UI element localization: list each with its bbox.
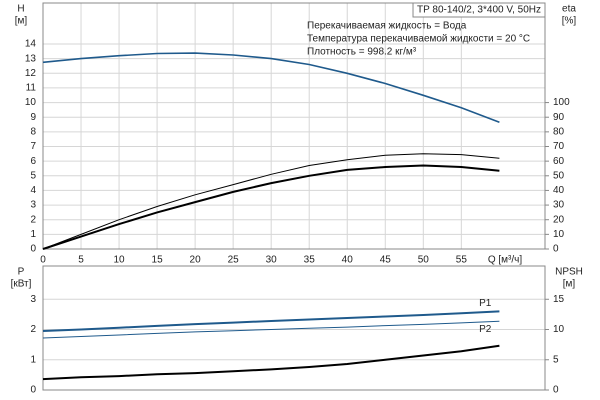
x-tick-label: 40 — [342, 255, 354, 266]
x-tick-label: 10 — [113, 255, 125, 266]
x-tick-label: 55 — [456, 255, 468, 266]
y2-axis-label: NPSH — [555, 267, 583, 278]
y-tick-label: 7 — [30, 141, 36, 152]
y-tick-label: 1 — [30, 229, 36, 240]
y2-tick-label: 50 — [553, 170, 565, 181]
y2-axis-unit: [%] — [562, 16, 577, 27]
annotation: Перекачиваемая жидкость = Вода — [307, 21, 467, 32]
y-tick-label: 10 — [25, 97, 37, 108]
curve — [42, 164, 500, 250]
x-tick-label: 25 — [228, 255, 240, 266]
y-tick-label: 6 — [30, 156, 36, 167]
x-tick-label: 45 — [380, 255, 392, 266]
y-axis-label: H — [17, 4, 24, 15]
y-tick-label: 2 — [30, 324, 36, 335]
curve-label: P2 — [479, 324, 492, 335]
y-axis-unit: [кВт] — [11, 279, 32, 290]
x-axis-label: Q [м³/ч] — [488, 255, 523, 266]
y-tick-label: 0 — [30, 385, 36, 396]
y-tick-label: 9 — [30, 112, 36, 123]
y2-tick-label: 10 — [553, 324, 565, 335]
curve — [42, 344, 500, 381]
y-axis-unit: [м] — [15, 16, 28, 27]
y2-tick-label: 80 — [553, 126, 565, 137]
curve — [42, 52, 500, 124]
y-axis-label: P — [18, 267, 25, 278]
plot-frame — [42, 265, 546, 391]
y-tick-label: 11 — [26, 83, 37, 94]
x-tick-label: 15 — [152, 255, 164, 266]
y-tick-label: 8 — [30, 126, 36, 137]
y-tick-label: 1 — [30, 354, 36, 365]
y-tick-label: 12 — [25, 68, 37, 79]
y-tick-label: 3 — [30, 200, 36, 211]
y-tick-label: 14 — [25, 39, 37, 50]
y2-tick-label: 90 — [553, 112, 565, 123]
title-box — [412, 2, 546, 18]
x-tick-label: 5 — [78, 255, 84, 266]
y-tick-label: 4 — [30, 185, 36, 196]
x-tick-label: 30 — [266, 255, 278, 266]
y2-tick-label: 30 — [553, 200, 565, 211]
x-tick-label: 50 — [418, 255, 430, 266]
y2-tick-label: 20 — [553, 214, 565, 225]
y2-tick-label: 100 — [553, 97, 570, 108]
y2-axis-label: eta — [562, 4, 576, 15]
y2-tick-label: 0 — [553, 385, 559, 396]
y-tick-label: 5 — [30, 170, 36, 181]
curve-label: P1 — [479, 298, 492, 309]
curve — [42, 153, 500, 250]
y2-tick-label: 40 — [553, 185, 565, 196]
y2-tick-label: 10 — [553, 229, 565, 240]
curve — [42, 310, 500, 332]
y2-tick-label: 15 — [553, 294, 565, 305]
annotation: Температура перекачиваемой жидкости = 20… — [307, 34, 530, 45]
y2-tick-label: 5 — [553, 354, 559, 365]
y-tick-label: 0 — [30, 244, 36, 255]
y2-tick-label: 60 — [553, 156, 565, 167]
y-tick-label: 3 — [30, 294, 36, 305]
annotation: Плотность = 998.2 кг/м³ — [307, 47, 417, 58]
x-tick-label: 20 — [190, 255, 202, 266]
y2-axis-unit: [м] — [563, 279, 576, 290]
x-tick-label: 35 — [304, 255, 316, 266]
plot-frame — [42, 2, 546, 250]
x-tick-label: 0 — [40, 255, 46, 266]
chart-title: TP 80-140/2, 3*400 V, 50Hz — [417, 5, 541, 16]
y2-tick-label: 0 — [553, 244, 559, 255]
y-tick-label: 13 — [25, 53, 37, 64]
y-tick-label: 2 — [30, 214, 36, 225]
y2-tick-label: 70 — [553, 141, 565, 152]
curve — [42, 320, 500, 339]
